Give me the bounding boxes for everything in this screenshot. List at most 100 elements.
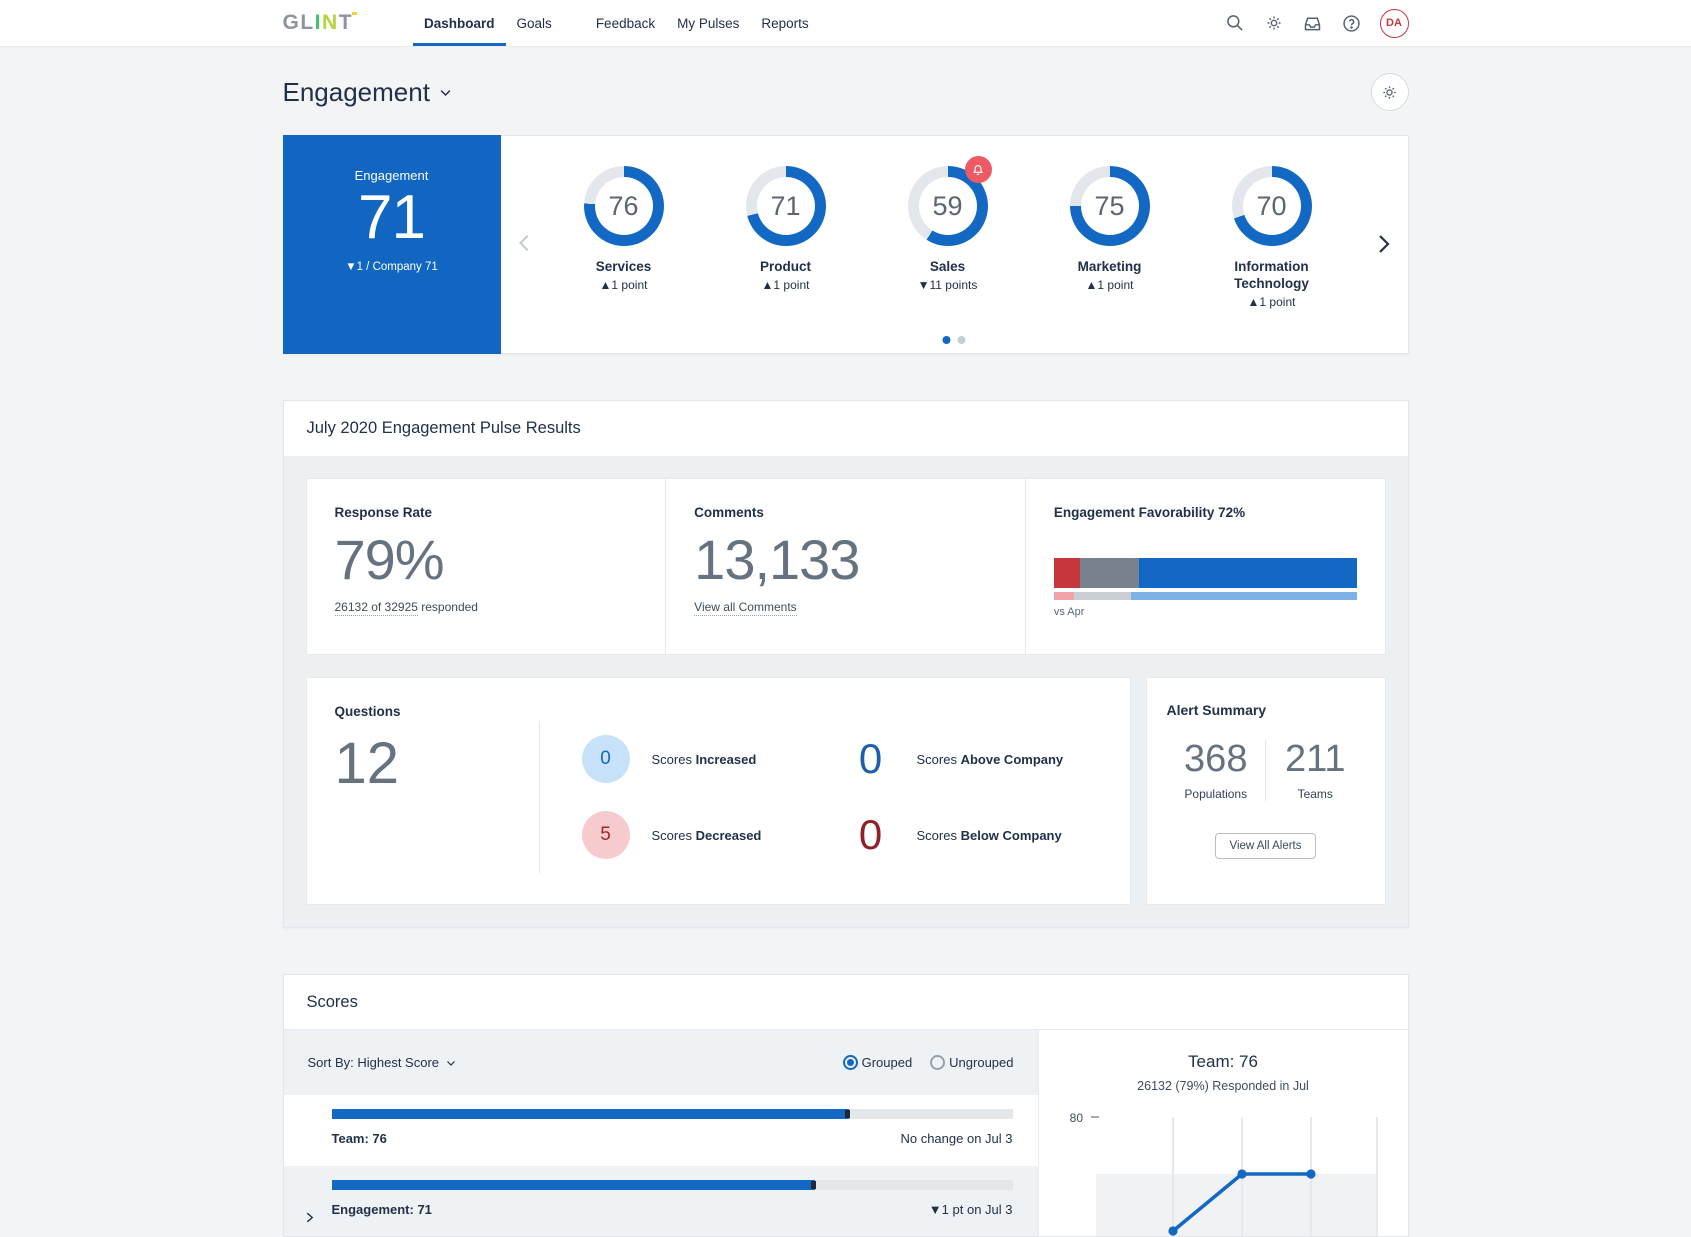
page-title: Engagement [282,76,430,107]
inbox-icon[interactable] [1302,12,1324,34]
carousel-next-button[interactable] [1371,232,1395,256]
score-donut: 70 [1231,166,1312,246]
carousel-item-sales[interactable]: 59 Sales ▼11 points [873,156,1023,292]
responded-suffix: responded [417,600,478,614]
trend-point[interactable] [1236,1169,1247,1179]
radio-unselected-icon [930,1055,946,1070]
metric-label: Engagement Favorability 72% [1053,505,1246,520]
logo-yellow-accent [352,12,358,15]
donut-score: 59 [932,190,963,221]
expand-row-chevron[interactable] [303,1211,316,1224]
scores-increased-count: 0 [581,735,630,783]
benchmark-band [1095,1174,1377,1236]
stat-scores-decreased: 5 Scores Decreased [581,811,837,859]
teams-count: 211 [1284,738,1346,780]
score-row-note: ▼1 pt on Jul 3 [928,1202,1013,1217]
y-axis-tick-label: 80 [1069,1111,1083,1125]
populations-count: 368 [1184,738,1248,780]
engagement-summary-card[interactable]: Engagement 71 ▼1 / Company 71 [282,135,501,354]
carousel-item-services[interactable]: 76 Services ▲1 point [549,166,699,292]
metric-label: Comments [694,505,764,520]
logo-letter: N [322,11,339,34]
help-icon[interactable] [1341,12,1363,34]
logo-letter: L [300,11,315,34]
donut-score: 76 [608,190,639,221]
trend-subtitle: 26132 (79%) Responded in Jul [1137,1079,1309,1093]
search-icon[interactable] [1224,12,1246,34]
alert-bell-badge[interactable] [964,156,992,183]
favorability-caption: vs Apr [1053,606,1085,618]
sort-by-dropdown[interactable]: Sort By: Highest Score [308,1055,458,1070]
page-title-dropdown[interactable]: Engagement [283,77,453,108]
pulse-results-card: July 2020 Engagement Pulse Results Respo… [282,400,1409,928]
score-row-engagement[interactable]: Engagement: 71 ▼1 pt on Jul 3 [283,1166,1038,1236]
score-row-team[interactable]: Team: 76 No change on Jul 3 [284,1095,1038,1166]
chevron-down-icon [440,89,451,96]
grouped-radio[interactable]: Grouped [842,1055,912,1070]
gear-icon [1383,85,1396,99]
donut-delta: ▲1 point [761,278,810,292]
questions-card: Questions 12 0 Scores Increased 0 Scores… [305,677,1131,905]
prev-unfavorable-segment [1053,592,1074,600]
questions-label: Questions [334,704,401,719]
scores-card: Scores Sort By: Highest Score Grouped [282,974,1409,1237]
settings-gear-icon[interactable] [1263,12,1285,34]
pulse-results-title: July 2020 Engagement Pulse Results [306,419,581,437]
scores-title: Scores [283,975,1408,1030]
nav-item-dashboard[interactable]: Dashboard [413,0,506,46]
responded-link[interactable]: 26132 of 32925 [334,600,418,616]
logo-letter: I [314,11,323,34]
response-rate-metric: Response Rate 79% 26132 of 32925 respond… [307,479,666,654]
top-nav-bar: G L I N T Dashboard Goals Feedback My Pu… [0,0,1691,47]
donut-delta: ▲1 point [1247,295,1296,309]
card-label: Engagement [354,168,429,183]
logo-letter: T [339,11,358,35]
stat-scores-above-company: 0 Scores Above Company [847,738,1102,780]
carousel-dot-2[interactable] [957,336,966,344]
donut-score: 75 [1094,190,1125,221]
ungrouped-radio[interactable]: Ungrouped [930,1055,1014,1070]
carousel-item-information-technology[interactable]: 70 Information Technology ▲1 point [1197,166,1347,309]
favorable-segment [1138,558,1357,588]
chevron-down-icon [447,1060,455,1066]
carousel-dot-1[interactable] [942,336,951,344]
donut-label: Sales [929,259,966,274]
donut-delta: ▲1 point [599,278,648,292]
prev-favorable-segment [1131,592,1357,600]
score-carousel: Engagement 71 ▼1 / Company 71 76 Service… [282,135,1409,354]
carousel-pagination [942,336,966,344]
dashboard-settings-button[interactable] [1370,73,1409,111]
nav-item-my-pulses[interactable]: My Pulses [677,15,740,31]
scores-above-count: 0 [858,735,883,782]
favorability-metric: Engagement Favorability 72% vs Apr [1024,479,1385,654]
user-avatar[interactable]: DA [1379,8,1409,38]
view-all-comments-link[interactable]: View all Comments [694,600,797,616]
scores-toolbar: Sort By: Highest Score Grouped Ungrouped [283,1030,1038,1095]
glint-logo[interactable]: G L I N T [282,11,358,35]
donut-label: Information Technology [1234,259,1309,291]
donut-score: 71 [770,190,801,221]
nav-item-feedback[interactable]: Feedback [595,15,656,31]
trend-title: Team: 76 [1188,1052,1258,1071]
card-score: 71 [358,183,426,252]
trend-point[interactable] [1167,1226,1178,1236]
teams-stat: 211 Teams [1265,740,1365,801]
radio-selected-icon [842,1055,858,1070]
nav-item-goals[interactable]: Goals [516,15,552,31]
view-all-alerts-button[interactable]: View All Alerts [1215,833,1316,859]
donut-label: Marketing [1077,259,1142,274]
card-delta: ▼1 / Company 71 [345,261,438,274]
comments-metric: Comments 13,133 View all Comments [665,479,1025,654]
logo-letter: G [282,11,301,34]
nav-item-reports[interactable]: Reports [761,15,809,31]
score-row-note: No change on Jul 3 [900,1131,1013,1146]
carousel-item-marketing[interactable]: 75 Marketing ▲1 point [1035,166,1185,292]
trend-point[interactable] [1305,1169,1316,1179]
carousel-prev-button[interactable] [514,232,536,254]
populations-stat: 368 Populations [1167,740,1266,801]
trend-panel: Team: 76 26132 (79%) Responded in Jul 80 [1037,1030,1408,1236]
metric-value: 13,133 [694,528,860,591]
score-bar-track [331,1109,1013,1119]
carousel-item-product[interactable]: 71 Product ▲1 point [711,166,861,292]
donut-label: Services [595,259,652,274]
